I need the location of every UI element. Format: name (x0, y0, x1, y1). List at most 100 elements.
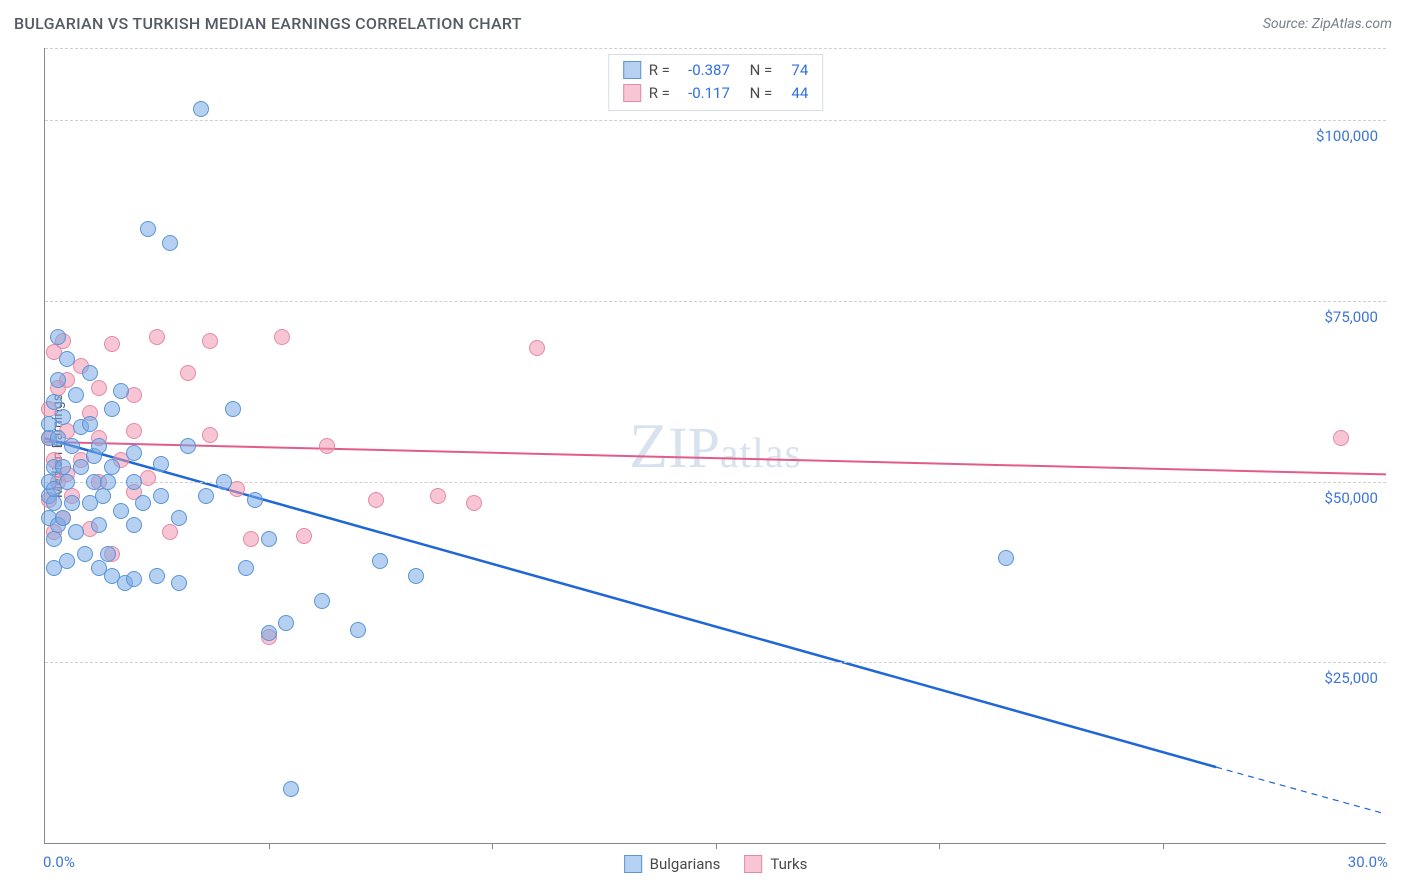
scatter-point-bulgarians (104, 401, 120, 417)
n-value-bulgarians: 74 (780, 59, 808, 82)
scatter-point-bulgarians (162, 235, 178, 251)
scatter-point-turks (180, 365, 196, 381)
chart-title: BULGARIAN VS TURKISH MEDIAN EARNINGS COR… (14, 14, 522, 33)
scatter-point-turks (296, 528, 312, 544)
scatter-point-bulgarians (91, 438, 107, 454)
scatter-point-bulgarians (59, 553, 75, 569)
legend: Bulgarians Turks (624, 855, 808, 873)
swatch-bulgarians (623, 61, 641, 79)
n-value-turks: 44 (780, 82, 808, 105)
trend-line (45, 442, 1386, 475)
plot-region: ZIPatlas R = -0.387 N = 74 R = -0.117 N … (44, 48, 1386, 844)
scatter-point-bulgarians (261, 531, 277, 547)
scatter-point-bulgarians (46, 531, 62, 547)
scatter-point-turks (319, 438, 335, 454)
scatter-point-bulgarians (46, 394, 62, 410)
scatter-point-bulgarians (372, 553, 388, 569)
n-label: N = (750, 59, 773, 82)
x-axis-max-label: 30.0% (1348, 853, 1388, 871)
legend-label-turks: Turks (770, 855, 807, 873)
scatter-point-turks (243, 531, 259, 547)
scatter-point-bulgarians (408, 568, 424, 584)
scatter-point-bulgarians (91, 517, 107, 533)
scatter-point-bulgarians (140, 221, 156, 237)
scatter-point-bulgarians (135, 495, 151, 511)
chart-area: Median Earnings ZIPatlas R = -0.387 N = … (44, 48, 1386, 844)
scatter-point-bulgarians (261, 625, 277, 641)
x-axis-min-label: 0.0% (43, 853, 75, 871)
scatter-point-turks (149, 329, 165, 345)
r-value-turks: -0.117 (678, 82, 730, 105)
scatter-point-bulgarians (238, 560, 254, 576)
x-tick (269, 843, 270, 849)
correlation-stats-box: R = -0.387 N = 74 R = -0.117 N = 44 (608, 54, 824, 111)
scatter-point-bulgarians (153, 488, 169, 504)
y-tick-label: $25,000 (1324, 669, 1378, 687)
legend-item-turks: Turks (744, 855, 807, 873)
trend-line (1216, 767, 1386, 814)
scatter-point-bulgarians (247, 492, 263, 508)
scatter-point-turks (202, 427, 218, 443)
r-value-bulgarians: -0.387 (678, 59, 730, 82)
scatter-point-bulgarians (225, 401, 241, 417)
chart-header: BULGARIAN VS TURKISH MEDIAN EARNINGS COR… (14, 14, 1392, 33)
scatter-point-bulgarians (50, 329, 66, 345)
scatter-point-bulgarians (126, 445, 142, 461)
scatter-point-bulgarians (193, 101, 209, 117)
scatter-point-bulgarians (153, 456, 169, 472)
scatter-point-bulgarians (113, 503, 129, 519)
scatter-point-bulgarians (64, 495, 80, 511)
chart-source: Source: ZipAtlas.com (1263, 16, 1392, 32)
stats-row-turks: R = -0.117 N = 44 (623, 82, 809, 105)
scatter-point-bulgarians (113, 383, 129, 399)
scatter-point-bulgarians (126, 517, 142, 533)
scatter-point-turks (126, 423, 142, 439)
r-label: R = (649, 59, 670, 82)
scatter-point-bulgarians (149, 568, 165, 584)
scatter-point-bulgarians (171, 575, 187, 591)
gridline (45, 120, 1386, 121)
y-tick-label: $75,000 (1324, 308, 1378, 326)
y-tick-label: $100,000 (1316, 127, 1378, 145)
x-tick (492, 843, 493, 849)
scatter-point-bulgarians (998, 550, 1014, 566)
scatter-point-bulgarians (171, 510, 187, 526)
scatter-point-turks (529, 340, 545, 356)
scatter-point-turks (430, 488, 446, 504)
scatter-point-bulgarians (73, 459, 89, 475)
scatter-point-turks (91, 380, 107, 396)
scatter-point-bulgarians (104, 459, 120, 475)
x-tick (939, 843, 940, 849)
x-tick (1163, 843, 1164, 849)
scatter-point-turks (1333, 430, 1349, 446)
scatter-point-bulgarians (283, 781, 299, 797)
scatter-point-bulgarians (100, 474, 116, 490)
scatter-point-bulgarians (55, 510, 71, 526)
scatter-point-bulgarians (77, 546, 93, 562)
gridline (45, 662, 1386, 663)
legend-item-bulgarians: Bulgarians (624, 855, 721, 873)
swatch-turks (623, 84, 641, 102)
r-label: R = (649, 82, 670, 105)
legend-swatch-turks (744, 855, 762, 873)
trend-lines-svg (45, 48, 1386, 843)
scatter-point-bulgarians (314, 593, 330, 609)
scatter-point-bulgarians (180, 438, 196, 454)
scatter-point-bulgarians (350, 622, 366, 638)
scatter-point-bulgarians (278, 615, 294, 631)
scatter-point-bulgarians (198, 488, 214, 504)
x-tick (716, 843, 717, 849)
gridline (45, 48, 1386, 49)
scatter-point-bulgarians (59, 474, 75, 490)
scatter-point-bulgarians (68, 387, 84, 403)
scatter-point-bulgarians (68, 524, 84, 540)
scatter-point-turks (104, 336, 120, 352)
scatter-point-bulgarians (95, 488, 111, 504)
scatter-point-turks (162, 524, 178, 540)
scatter-point-bulgarians (100, 546, 116, 562)
scatter-point-turks (274, 329, 290, 345)
y-tick-label: $50,000 (1324, 489, 1378, 507)
legend-swatch-bulgarians (624, 855, 642, 873)
scatter-point-bulgarians (216, 474, 232, 490)
scatter-point-bulgarians (46, 495, 62, 511)
